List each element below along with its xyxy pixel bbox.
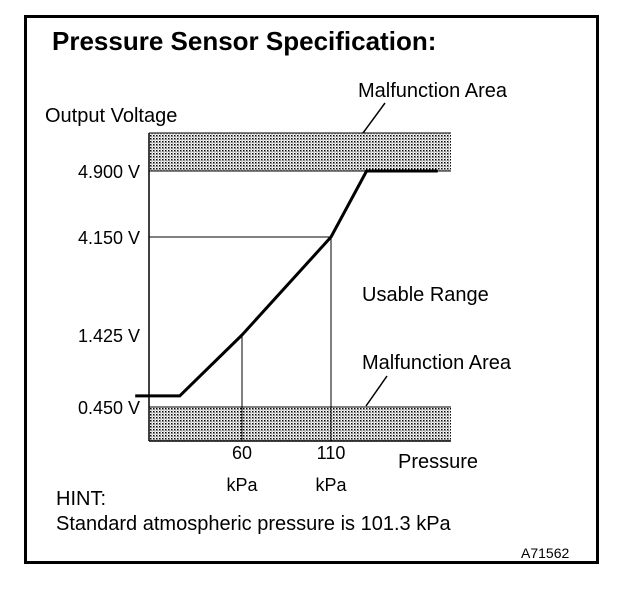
usable-range-label: Usable Range [362,284,489,306]
malfunction-label-top: Malfunction Area [358,80,508,102]
x-tick-label: 60 [232,443,252,463]
y-axis-label: Output Voltage [45,105,177,127]
x-tick-unit: kPa [315,475,347,495]
y-tick-label: 4.150 V [78,228,140,248]
x-axis-label: Pressure [398,451,478,473]
y-tick-label: 1.425 V [78,326,140,346]
malfunction-leader-top [362,102,386,134]
y-tick-label: 4.900 V [78,162,140,182]
hint-heading: HINT: [56,488,106,510]
y-tick-label: 0.450 V [78,398,140,418]
y-tick-labels: 4.900 V 4.150 V 1.425 V 0.450 V [78,162,140,418]
x-tick-label: 110 [317,443,346,463]
series-line [135,169,438,398]
x-tick-unit: kPa [226,475,258,495]
malfunction-label-bottom: Malfunction Area [362,352,512,374]
chart-title: Pressure Sensor Specification: [52,26,436,56]
reference-lines [149,236,332,441]
malfunction-band-top [149,133,451,171]
x-tick-labels: 60 kPa 110 kPa [226,443,347,495]
hint-text: Standard atmospheric pressure is 101.3 k… [56,513,452,535]
malfunction-leader-bottom [365,375,388,407]
chart-frame [24,15,599,564]
figure-code: A71562 [521,545,569,561]
malfunction-band-bottom [149,407,451,441]
